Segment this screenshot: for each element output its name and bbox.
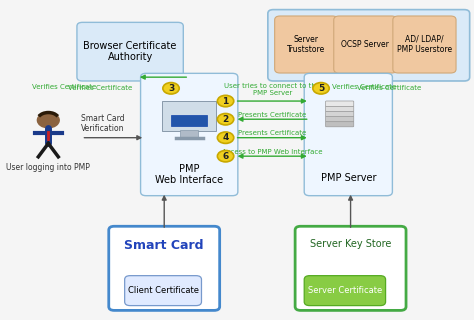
- Circle shape: [218, 114, 234, 125]
- FancyBboxPatch shape: [326, 116, 354, 122]
- Text: 4: 4: [222, 133, 229, 142]
- FancyBboxPatch shape: [326, 121, 354, 127]
- Text: Verifies Certificate: Verifies Certificate: [357, 85, 422, 91]
- FancyBboxPatch shape: [326, 106, 354, 111]
- FancyBboxPatch shape: [304, 73, 392, 196]
- Text: Presents Certificate: Presents Certificate: [238, 112, 307, 118]
- FancyBboxPatch shape: [141, 73, 238, 196]
- Text: Browser Certificate
Authority: Browser Certificate Authority: [83, 41, 177, 62]
- Circle shape: [313, 83, 329, 94]
- Text: OCSP Server: OCSP Server: [341, 40, 389, 49]
- Text: Server Certificate: Server Certificate: [308, 286, 382, 295]
- Text: 1: 1: [222, 97, 228, 106]
- Text: User logging into PMP: User logging into PMP: [6, 163, 90, 172]
- FancyBboxPatch shape: [393, 16, 456, 73]
- FancyBboxPatch shape: [180, 130, 198, 139]
- FancyBboxPatch shape: [326, 111, 354, 116]
- FancyBboxPatch shape: [274, 16, 338, 73]
- Text: User tries to connect to the
PMP Server: User tries to connect to the PMP Server: [224, 83, 320, 96]
- Text: Access to PMP Web Interface: Access to PMP Web Interface: [222, 149, 323, 155]
- FancyBboxPatch shape: [326, 101, 354, 107]
- Text: Client Certificate: Client Certificate: [128, 286, 199, 295]
- FancyBboxPatch shape: [295, 226, 406, 310]
- Text: PMP
Web Interface: PMP Web Interface: [155, 164, 223, 186]
- FancyBboxPatch shape: [334, 16, 397, 73]
- Circle shape: [218, 132, 234, 143]
- Text: PMP Server: PMP Server: [320, 173, 376, 183]
- FancyBboxPatch shape: [171, 115, 208, 126]
- FancyBboxPatch shape: [304, 276, 385, 306]
- Circle shape: [163, 83, 179, 94]
- Text: Presents Certificate: Presents Certificate: [238, 131, 307, 136]
- Circle shape: [37, 113, 59, 128]
- Text: Server Key Store: Server Key Store: [310, 239, 391, 249]
- Circle shape: [218, 95, 234, 107]
- FancyBboxPatch shape: [125, 276, 201, 306]
- FancyBboxPatch shape: [268, 10, 470, 81]
- Text: Smart Card: Smart Card: [125, 239, 204, 252]
- Text: 5: 5: [318, 84, 324, 93]
- FancyBboxPatch shape: [77, 22, 183, 81]
- FancyBboxPatch shape: [109, 226, 219, 310]
- FancyBboxPatch shape: [163, 101, 216, 131]
- Text: 3: 3: [168, 84, 174, 93]
- Text: 2: 2: [222, 115, 228, 124]
- Circle shape: [218, 150, 234, 162]
- Text: Verifies Certificate: Verifies Certificate: [68, 85, 133, 91]
- Text: Verifies Certificate: Verifies Certificate: [32, 84, 96, 90]
- Text: Verifies Certificate: Verifies Certificate: [332, 84, 397, 90]
- Text: AD/ LDAP/
PMP Userstore: AD/ LDAP/ PMP Userstore: [397, 35, 452, 54]
- Text: Smart Card
Verification: Smart Card Verification: [81, 114, 125, 133]
- Text: Server
Truststore: Server Truststore: [287, 35, 325, 54]
- Text: 6: 6: [222, 152, 228, 161]
